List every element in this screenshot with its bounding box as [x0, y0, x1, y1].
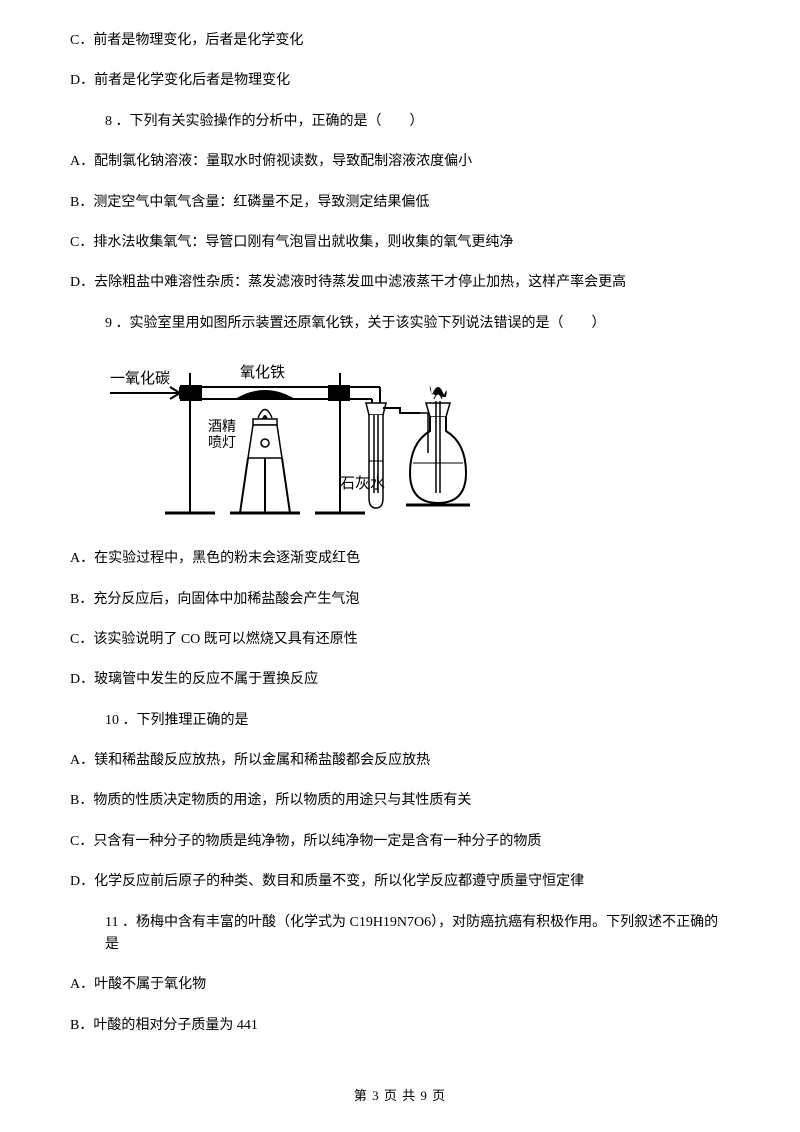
q11-stem: 11 ．杨梅中含有丰富的叶酸（化学式为 C19H19N7O6），对防癌抗癌有积极…	[105, 912, 730, 957]
q8-option-b: B．测定空气中氧气含量：红磷量不足，导致测定结果偏低	[70, 192, 730, 214]
label-lime: 石灰水	[340, 475, 385, 492]
q-prev-option-d: D．前者是化学变化后者是物理变化	[70, 70, 730, 92]
page-footer: 第 3 页 共 9 页	[0, 1086, 800, 1107]
option-text: B．测定空气中氧气含量：红磷量不足，导致测定结果偏低	[70, 195, 429, 210]
option-text: A．在实验过程中，黑色的粉末会逐渐变成红色	[70, 551, 360, 566]
label-lamp2: 喷灯	[208, 435, 236, 451]
q-prev-option-c: C．前者是物理变化，后者是化学变化	[70, 30, 730, 52]
option-text: A．配制氯化钠溶液：量取水时俯视读数，导致配制溶液浓度偏小	[70, 154, 472, 169]
option-text: B．物质的性质决定物质的用途，所以物质的用途只与其性质有关	[70, 793, 471, 808]
q8-option-c: C．排水法收集氧气：导管口刚有气泡冒出就收集，则收集的氧气更纯净	[70, 232, 730, 254]
q8-stem: 8 ．下列有关实验操作的分析中，正确的是（ ）	[105, 111, 730, 133]
option-text: D．去除粗盐中难溶性杂质：蒸发滤液时待蒸发皿中滤液蒸干才停止加热，这样产率会更高	[70, 275, 626, 290]
option-text: C．排水法收集氧气：导管口刚有气泡冒出就收集，则收集的氧气更纯净	[70, 235, 513, 250]
option-text: C．只含有一种分子的物质是纯净物，所以纯净物一定是含有一种分子的物质	[70, 834, 541, 849]
q10-stem: 10 ．下列推理正确的是	[105, 710, 730, 732]
option-text: D．化学反应前后原子的种类、数目和质量不变，所以化学反应都遵守质量守恒定律	[70, 874, 584, 889]
label-fe2o3: 氧化铁	[240, 364, 285, 381]
option-text: B．叶酸的相对分子质量为 441	[70, 1018, 258, 1033]
label-lamp1: 酒精	[208, 419, 236, 435]
q9-option-b: B．充分反应后，向固体中加稀盐酸会产生气泡	[70, 589, 730, 611]
q8-option-d: D．去除粗盐中难溶性杂质：蒸发滤液时待蒸发皿中滤液蒸干才停止加热，这样产率会更高	[70, 272, 730, 294]
q9-option-d: D．玻璃管中发生的反应不属于置换反应	[70, 669, 730, 691]
stem-text: 9 ．实验室里用如图所示装置还原氧化铁，关于该实验下列说法错误的是（ ）	[105, 316, 606, 331]
q10-option-c: C．只含有一种分子的物质是纯净物，所以纯净物一定是含有一种分子的物质	[70, 831, 730, 853]
q11-option-b: B．叶酸的相对分子质量为 441	[70, 1015, 730, 1037]
flame-icon	[430, 385, 447, 399]
q9-option-c: C．该实验说明了 CO 既可以燃烧又具有还原性	[70, 629, 730, 651]
option-text: D．前者是化学变化后者是物理变化	[70, 73, 290, 88]
option-text: C．前者是物理变化，后者是化学变化	[70, 33, 303, 48]
q10-option-a: A．镁和稀盐酸反应放热，所以金属和稀盐酸都会反应放热	[70, 750, 730, 772]
q8-option-a: A．配制氯化钠溶液：量取水时俯视读数，导致配制溶液浓度偏小	[70, 151, 730, 173]
footer-text: 第 3 页 共 9 页	[354, 1088, 446, 1103]
stem-text: 11 ．杨梅中含有丰富的叶酸（化学式为 C19H19N7O6），对防癌抗癌有积极…	[105, 915, 718, 952]
alcohol-lamp-icon	[230, 410, 300, 514]
q9-stem: 9 ．实验室里用如图所示装置还原氧化铁，关于该实验下列说法错误的是（ ）	[105, 313, 730, 335]
q11-option-a: A．叶酸不属于氧化物	[70, 974, 730, 996]
q10-option-d: D．化学反应前后原子的种类、数目和质量不变，所以化学反应都遵守质量守恒定律	[70, 871, 730, 893]
label-co: 一氧化碳	[110, 370, 170, 387]
option-text: B．充分反应后，向固体中加稀盐酸会产生气泡	[70, 592, 359, 607]
q9-option-a: A．在实验过程中，黑色的粉末会逐渐变成红色	[70, 548, 730, 570]
stem-text: 8 ．下列有关实验操作的分析中，正确的是（ ）	[105, 114, 424, 129]
option-text: A．镁和稀盐酸反应放热，所以金属和稀盐酸都会反应放热	[70, 753, 430, 768]
stem-text: 10 ．下列推理正确的是	[105, 713, 249, 728]
option-text: A．叶酸不属于氧化物	[70, 977, 206, 992]
option-text: C．该实验说明了 CO 既可以燃烧又具有还原性	[70, 632, 358, 647]
option-text: D．玻璃管中发生的反应不属于置换反应	[70, 672, 318, 687]
experiment-diagram: 一氧化碳 氧化铁 酒精 喷灯	[110, 353, 490, 528]
q10-option-b: B．物质的性质决定物质的用途，所以物质的用途只与其性质有关	[70, 790, 730, 812]
